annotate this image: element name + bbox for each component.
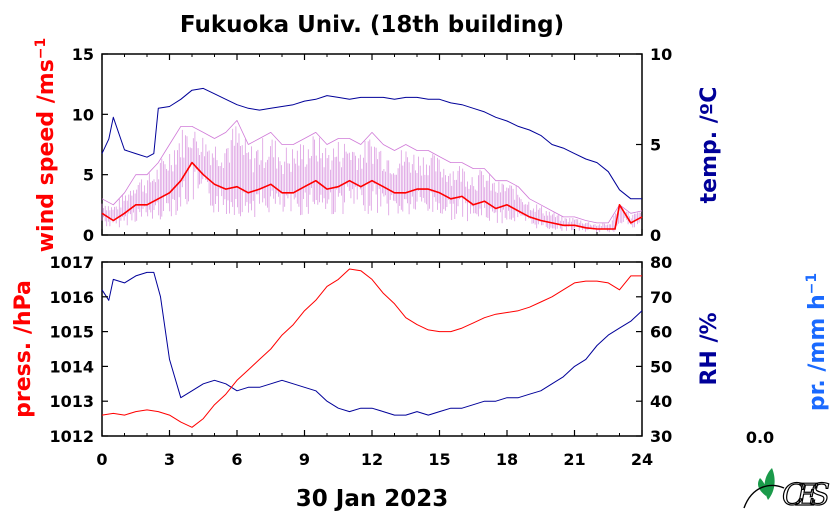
pressure-tick-label-1016: 1016 (49, 288, 94, 307)
wind-speed-tick-label-10: 10 (72, 105, 94, 124)
pressure-tick-label-1017: 1017 (49, 253, 94, 272)
xtick-label-9: 9 (299, 450, 310, 469)
xtick-label-0: 0 (96, 450, 107, 469)
humidity-axis-label: RH /% (697, 312, 722, 385)
pressure-axis-label: press. /hPa (11, 280, 36, 418)
top-panel-series (101, 87, 643, 233)
precipitation-unit-superscript: −1 (804, 273, 820, 294)
humidity-tick-label-50: 50 (650, 357, 672, 376)
temperature-tick-label-5: 5 (650, 136, 661, 155)
humidity-tick-label-60: 60 (650, 323, 672, 342)
logo-swoosh (743, 484, 785, 509)
logo-text: CES (782, 478, 830, 513)
xtick-label-24: 24 (631, 450, 653, 469)
logo-leaf-icon (764, 468, 775, 500)
pressure-tick-label-1015: 1015 (49, 323, 94, 342)
humidity-tick-label-70: 70 (650, 288, 672, 307)
gust-spikes (101, 126, 642, 233)
pressure-tick-label-1012: 1012 (49, 427, 94, 446)
humidity-tick-label-30: 30 (650, 427, 672, 446)
humidity-series-line (101, 271, 643, 416)
xtick-label-3: 3 (164, 450, 175, 469)
wind-speed-tick-label-0: 0 (83, 226, 94, 245)
humidity-tick-label-40: 40 (650, 392, 672, 411)
wind-speed-unit-superscript: −1 (33, 38, 49, 59)
bottom-panel-series (101, 268, 643, 428)
pressure-tick-label-1013: 1013 (49, 392, 94, 411)
chart-title: Fukuoka Univ. (18th building) (180, 12, 564, 38)
pressure-series-line (101, 268, 642, 428)
bottom-panel-frame (101, 261, 643, 437)
xtick-label-18: 18 (496, 450, 518, 469)
xtick-label-21: 21 (563, 450, 585, 469)
top-panel-frame (101, 53, 643, 236)
pressure-tick-label-1014: 1014 (49, 357, 94, 376)
temperature-series-line (101, 87, 642, 200)
wind-speed-series-line (101, 161, 643, 230)
date-axis-label: 30 Jan 2023 (296, 486, 449, 512)
axes-layer: 0 3 6 9 12 15 18 21 2405101505101012101310141015… (49, 45, 672, 469)
humidity-tick-label-80: 80 (650, 253, 672, 272)
ces-logo: CES (743, 468, 831, 514)
temperature-tick-label-0: 0 (650, 226, 661, 245)
precipitation-axis-label: pr. /mm h−1 (804, 273, 830, 411)
temperature-axis-label: temp. /ºC (697, 87, 722, 204)
wind-speed-axis-label: wind speed /ms−1 (33, 38, 59, 253)
wind-speed-tick-label-15: 15 (72, 45, 94, 64)
precipitation-total-value: 0.0 (746, 428, 774, 447)
wind-speed-tick-label-5: 5 (83, 166, 94, 185)
xtick-label-15: 15 (428, 450, 450, 469)
temperature-tick-label-10: 10 (650, 45, 672, 64)
xtick-label-6: 6 (231, 450, 242, 469)
xtick-label-12: 12 (361, 450, 383, 469)
gust-series-line (101, 120, 643, 224)
